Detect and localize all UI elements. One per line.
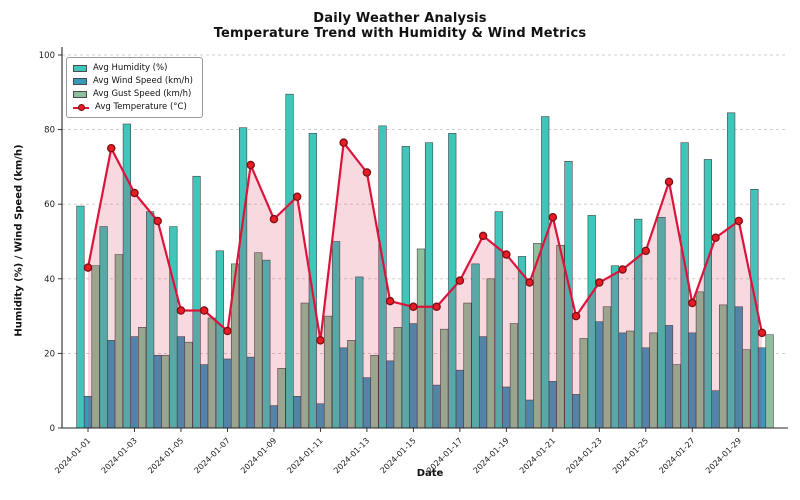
ytick-label-80: 80 — [44, 126, 55, 136]
temp-marker-2024-01-05 — [176, 306, 186, 315]
temp-marker-2024-01-22 — [571, 311, 581, 321]
ytick-label-60: 60 — [44, 200, 55, 210]
temp-marker-2024-01-03 — [130, 188, 139, 198]
temperature-area-fill — [88, 142, 762, 428]
legend-item: Avg Temperature (°C) — [73, 102, 193, 112]
legend: Avg Humidity (%) Avg Wind Speed (km/h) Avg… — [66, 57, 203, 118]
temp-marker-2024-01-11 — [316, 336, 325, 345]
temp-marker-2024-01-07 — [223, 326, 232, 336]
temp-marker-2024-01-29 — [734, 216, 744, 226]
legend-swatch-icon — [73, 77, 87, 85]
legend-swatch-icon — [73, 64, 87, 72]
temp-marker-2024-01-21 — [548, 213, 558, 222]
temp-marker-2024-01-14 — [385, 296, 395, 306]
temp-marker-2024-01-09 — [269, 214, 279, 224]
chart-title: Daily Weather Analysis Temperature Trend… — [0, 11, 800, 41]
temp-marker-2024-01-13 — [362, 168, 372, 177]
legend-item: Avg Wind Speed (km/h) — [73, 76, 193, 86]
temp-marker-2024-01-28 — [711, 233, 720, 243]
temp-marker-2024-01-06 — [199, 306, 209, 315]
temp-marker-2024-01-30 — [757, 328, 767, 338]
temp-marker-2024-01-18 — [478, 231, 488, 241]
legend-item: Avg Humidity (%) — [73, 63, 193, 73]
temp-marker-2024-01-19 — [502, 250, 511, 259]
temp-marker-2024-01-01 — [83, 263, 93, 272]
temp-marker-2024-01-24 — [618, 265, 627, 274]
ytick-label-20: 20 — [44, 349, 55, 359]
legend-swatch-icon — [73, 90, 87, 98]
ytick-label-0: 0 — [50, 424, 55, 434]
temp-marker-2024-01-02 — [106, 143, 116, 153]
temp-marker-2024-01-26 — [664, 177, 674, 187]
x-axis-label: Date — [416, 468, 444, 479]
legend-line-marker-icon — [73, 104, 89, 111]
legend-label: Avg Wind Speed (km/h) — [93, 76, 193, 86]
chart-title-line2: Temperature Trend with Humidity & Wind M… — [213, 26, 587, 41]
temp-marker-2024-01-04 — [153, 216, 162, 226]
ytick-label-100: 100 — [39, 51, 55, 61]
temp-marker-2024-01-25 — [641, 246, 651, 256]
temp-marker-2024-01-10 — [292, 192, 302, 201]
temp-marker-2024-01-08 — [246, 160, 255, 170]
temp-marker-2024-01-17 — [455, 276, 465, 285]
y-axis-label: Humidity (%) / Wind Speed (km/h) — [13, 144, 25, 337]
legend-item: Avg Gust Speed (km/h) — [73, 89, 193, 99]
avg-humidity-bar-2024-01-01 — [76, 205, 85, 429]
temp-marker-2024-01-15 — [409, 302, 418, 312]
temp-marker-2024-01-27 — [688, 298, 697, 308]
legend-label: Avg Temperature (°C) — [95, 102, 187, 112]
temp-marker-2024-01-20 — [525, 278, 534, 287]
legend-label: Avg Gust Speed (km/h) — [93, 89, 192, 99]
avg-gust-speed-km-h-bar-2024-01-30 — [765, 334, 774, 429]
temp-marker-2024-01-12 — [339, 138, 348, 147]
chart-title-line1: Daily Weather Analysis — [313, 11, 487, 26]
ytick-label-40: 40 — [44, 275, 55, 285]
temp-marker-2024-01-16 — [432, 302, 441, 312]
legend-label: Avg Humidity (%) — [93, 63, 168, 73]
temp-marker-2024-01-23 — [595, 278, 604, 287]
